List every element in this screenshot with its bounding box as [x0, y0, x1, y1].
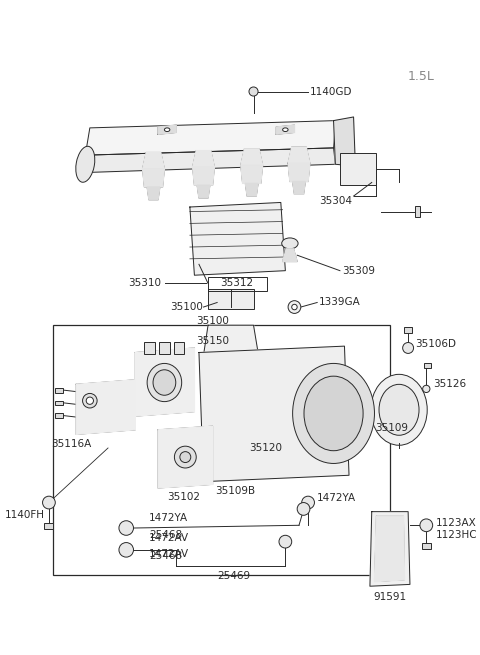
Circle shape	[292, 305, 297, 310]
Text: 25468: 25468	[149, 530, 182, 540]
Bar	[159, 342, 170, 354]
Circle shape	[249, 87, 258, 96]
Text: 35109: 35109	[375, 422, 408, 432]
Bar	[405, 327, 412, 333]
Polygon shape	[143, 169, 165, 187]
Polygon shape	[158, 125, 176, 134]
Text: 35109B: 35109B	[216, 486, 255, 496]
Polygon shape	[147, 187, 160, 200]
Bar	[208, 277, 267, 291]
Bar	[422, 544, 431, 549]
Polygon shape	[192, 167, 215, 185]
Polygon shape	[374, 516, 405, 582]
Bar	[173, 342, 184, 354]
Text: 35102: 35102	[167, 492, 200, 502]
Ellipse shape	[379, 384, 419, 436]
Bar	[44, 523, 53, 529]
Text: 25469: 25469	[217, 571, 250, 581]
Polygon shape	[283, 249, 297, 261]
Polygon shape	[288, 147, 310, 163]
Text: 35304: 35304	[319, 196, 352, 206]
Ellipse shape	[147, 364, 182, 402]
Text: 1123AX: 1123AX	[435, 517, 476, 527]
Circle shape	[279, 535, 292, 548]
Circle shape	[288, 301, 301, 313]
Bar	[55, 388, 62, 392]
Bar	[208, 289, 253, 309]
Polygon shape	[241, 149, 263, 165]
Text: 35126: 35126	[432, 379, 466, 389]
Text: 35116A: 35116A	[51, 439, 92, 449]
Text: 91591: 91591	[373, 591, 407, 602]
Text: 1472AV: 1472AV	[149, 549, 189, 559]
Circle shape	[83, 394, 97, 408]
Bar	[55, 413, 62, 418]
Circle shape	[423, 385, 430, 392]
Text: 1.5L: 1.5L	[408, 71, 435, 83]
Circle shape	[302, 496, 314, 509]
Ellipse shape	[282, 238, 298, 249]
Text: 1339GA: 1339GA	[319, 297, 361, 307]
Text: 35100: 35100	[170, 302, 204, 312]
Polygon shape	[204, 326, 258, 355]
Bar	[415, 206, 420, 217]
Text: 35312: 35312	[221, 278, 254, 288]
Polygon shape	[135, 348, 194, 416]
Polygon shape	[143, 153, 165, 169]
Text: 35309: 35309	[342, 266, 375, 276]
Polygon shape	[76, 380, 135, 434]
Polygon shape	[334, 117, 355, 166]
Polygon shape	[370, 512, 410, 586]
Ellipse shape	[76, 146, 95, 182]
Text: 1123HC: 1123HC	[435, 531, 477, 540]
Polygon shape	[245, 183, 258, 196]
Polygon shape	[241, 165, 263, 183]
Text: 35310: 35310	[128, 278, 161, 288]
Polygon shape	[192, 151, 215, 167]
Bar	[423, 362, 431, 368]
Polygon shape	[85, 121, 336, 155]
Bar	[144, 342, 156, 354]
Text: 1140FH: 1140FH	[4, 510, 44, 520]
Text: 1472AV: 1472AV	[149, 533, 189, 544]
Circle shape	[174, 446, 196, 468]
Text: 1140GD: 1140GD	[310, 86, 352, 96]
Text: 1472YA: 1472YA	[149, 513, 188, 523]
Circle shape	[420, 519, 432, 532]
Polygon shape	[190, 202, 285, 275]
Ellipse shape	[165, 128, 170, 132]
Ellipse shape	[293, 364, 374, 464]
Circle shape	[119, 542, 133, 557]
Text: 35100: 35100	[196, 316, 229, 326]
Circle shape	[119, 521, 133, 535]
Ellipse shape	[153, 370, 176, 395]
Polygon shape	[85, 148, 336, 172]
Polygon shape	[199, 346, 349, 481]
Text: 35120: 35120	[249, 443, 282, 453]
Bar	[55, 401, 62, 405]
Polygon shape	[197, 185, 210, 198]
Circle shape	[403, 343, 414, 354]
Polygon shape	[158, 426, 213, 488]
Bar	[53, 326, 390, 575]
Text: 25468: 25468	[149, 551, 182, 561]
Ellipse shape	[371, 375, 427, 445]
Polygon shape	[276, 125, 294, 134]
Circle shape	[180, 452, 191, 462]
Circle shape	[86, 397, 94, 404]
Circle shape	[43, 496, 55, 509]
Ellipse shape	[283, 128, 288, 132]
Text: 1472YA: 1472YA	[317, 493, 356, 503]
Polygon shape	[293, 181, 305, 195]
Bar	[340, 153, 376, 185]
Text: 35106D: 35106D	[415, 339, 456, 349]
Ellipse shape	[304, 376, 363, 451]
Text: 35150: 35150	[196, 336, 229, 346]
Polygon shape	[288, 163, 310, 181]
Circle shape	[297, 502, 310, 515]
